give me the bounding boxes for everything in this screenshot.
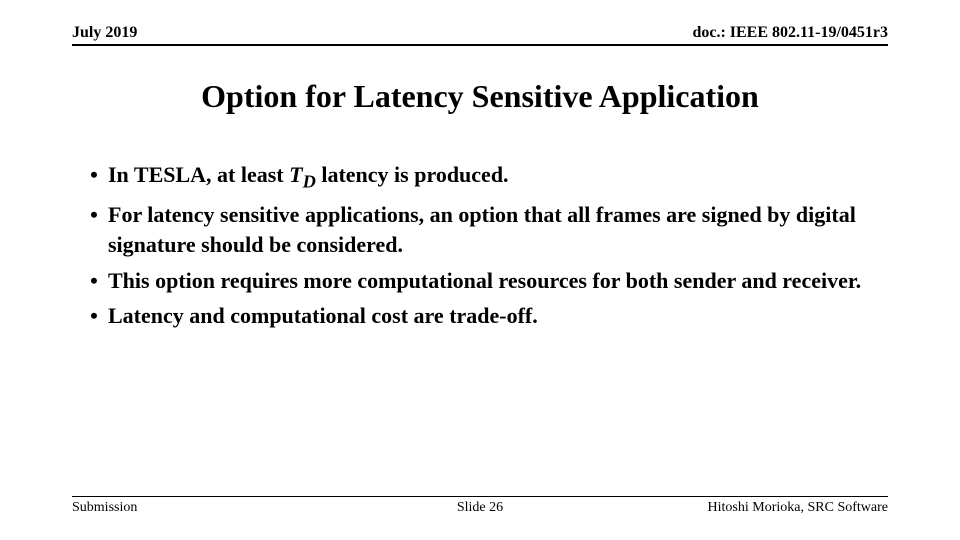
slide-title: Option for Latency Sensitive Application: [0, 78, 960, 115]
bullet-text: This option requires more computational …: [108, 266, 880, 296]
footer-left: Submission: [72, 500, 137, 516]
header-date: July 2019: [72, 24, 137, 42]
bullet-dot: •: [80, 266, 108, 296]
bullet-text: For latency sensitive applications, an o…: [108, 200, 880, 259]
bullet-dot: •: [80, 301, 108, 331]
bullet-dot: •: [80, 160, 108, 190]
footer-author: Hitoshi Morioka, SRC Software: [708, 500, 888, 516]
header-doc-id: doc.: IEEE 802.11-19/0451r3: [692, 24, 888, 42]
bullet-item: • This option requires more computationa…: [80, 266, 880, 296]
bullet-post: latency is produced.: [316, 162, 509, 187]
slide-footer: Submission Slide 26 Hitoshi Morioka, SRC…: [72, 496, 888, 516]
slide: July 2019 doc.: IEEE 802.11-19/0451r3 Op…: [0, 0, 960, 540]
bullet-dot: •: [80, 200, 108, 230]
bullet-pre: In TESLA, at least: [108, 162, 289, 187]
bullet-item: • In TESLA, at least TD latency is produ…: [80, 160, 880, 194]
bullet-subscript: D: [303, 171, 316, 191]
bullet-italic-var: T: [289, 162, 302, 187]
bullet-item: • Latency and computational cost are tra…: [80, 301, 880, 331]
bullet-item: • For latency sensitive applications, an…: [80, 200, 880, 259]
slide-header: July 2019 doc.: IEEE 802.11-19/0451r3: [72, 24, 888, 46]
slide-body: • In TESLA, at least TD latency is produ…: [80, 160, 880, 337]
bullet-text: Latency and computational cost are trade…: [108, 301, 880, 331]
bullet-text: In TESLA, at least TD latency is produce…: [108, 160, 880, 194]
